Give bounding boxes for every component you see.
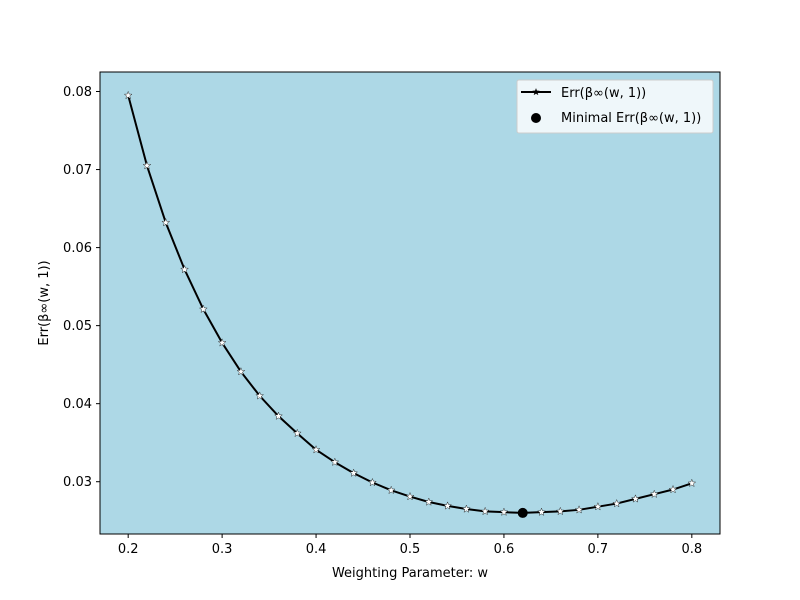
data-point — [349, 468, 358, 477]
data-point — [499, 507, 509, 516]
data-point — [612, 498, 622, 508]
data-point — [443, 501, 452, 510]
data-point — [236, 367, 246, 376]
data-point — [161, 218, 171, 227]
data-point — [424, 497, 434, 506]
y-axis-label: Err(β∞(w, 1)) — [37, 260, 52, 345]
data-point — [462, 504, 471, 513]
legend-minimum-label: Minimal Err(β∞(w, 1)) — [561, 111, 701, 126]
legend-star-marker — [532, 88, 540, 96]
y-tick-label: 0.07 — [63, 163, 92, 178]
legend-series-label: Err(β∞(w, 1)) — [561, 86, 646, 101]
y-axis-ticks: 0.03 0.04 0.05 0.06 0.07 0.08 — [63, 85, 100, 490]
x-tick-label: 0.4 — [306, 542, 327, 557]
y-tick-label: 0.06 — [63, 241, 92, 256]
data-point — [555, 506, 565, 516]
plot-frame — [99, 71, 721, 535]
x-tick-label: 0.6 — [494, 542, 515, 557]
x-axis-label: Weighting Parameter: w — [332, 566, 488, 581]
data-point — [593, 502, 603, 511]
y-tick-label: 0.08 — [63, 85, 92, 100]
data-point — [180, 264, 189, 274]
data-point — [292, 428, 302, 438]
data-point — [123, 90, 133, 100]
data-point — [687, 478, 697, 487]
data-point — [668, 484, 678, 494]
data-point — [649, 489, 659, 498]
data-point — [368, 477, 377, 487]
legend-entry-series: Err(β∞(w, 1)) — [521, 86, 646, 101]
x-axis-ticks: 0.2 0.3 0.4 0.5 0.6 0.7 0.8 — [118, 534, 702, 557]
y-tick-label: 0.03 — [63, 475, 92, 490]
data-point — [274, 411, 283, 420]
data-point — [330, 457, 340, 466]
x-tick-label: 0.5 — [400, 542, 421, 557]
y-tick-label: 0.05 — [63, 319, 92, 334]
data-point — [142, 161, 152, 170]
data-point — [631, 494, 640, 503]
legend-dot-swatch — [531, 113, 541, 123]
plot-area — [100, 72, 720, 534]
data-point — [405, 491, 415, 501]
data-point — [574, 505, 584, 514]
data-point — [386, 485, 396, 494]
legend-box — [516, 79, 714, 134]
data-point — [537, 507, 546, 516]
data-point — [480, 506, 490, 516]
legend: Err(β∞(w, 1)) Minimal Err(β∞(w, 1)) — [516, 79, 714, 134]
x-tick-label: 0.8 — [681, 542, 702, 557]
data-point — [311, 445, 321, 454]
data-point — [255, 391, 265, 400]
x-tick-label: 0.7 — [588, 542, 609, 557]
minimum-point — [517, 507, 528, 518]
data-point — [198, 304, 208, 313]
x-tick-label: 0.3 — [212, 542, 233, 557]
series-layer — [123, 90, 697, 518]
y-tick-label: 0.04 — [63, 397, 92, 412]
data-point — [217, 338, 227, 347]
legend-entry-minimum: Minimal Err(β∞(w, 1)) — [531, 111, 701, 126]
x-tick-label: 0.2 — [118, 542, 139, 557]
